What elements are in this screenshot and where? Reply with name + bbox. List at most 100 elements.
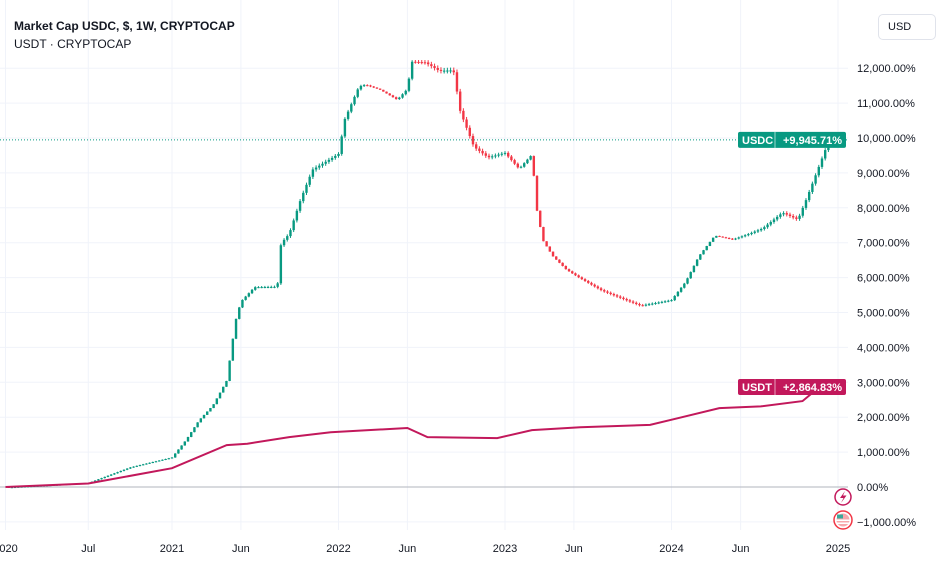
candle	[801, 207, 804, 216]
x-tick-label: 2021	[160, 543, 184, 555]
candle	[756, 230, 760, 232]
candle	[180, 445, 183, 450]
usdc-tag-name: USDC	[742, 135, 773, 147]
chart-legend: Market Cap USDC, $, 1W, CRYPTOCAP USDT ·…	[14, 17, 235, 53]
candle	[244, 296, 247, 300]
candle	[426, 62, 430, 65]
x-tick-label: 2022	[326, 543, 350, 555]
candle	[366, 85, 369, 87]
candle	[807, 191, 811, 201]
candle	[548, 246, 552, 252]
candle	[500, 153, 503, 155]
candle	[423, 62, 427, 64]
candle	[250, 289, 254, 294]
candle	[398, 97, 401, 100]
candle	[513, 160, 516, 164]
candle	[141, 464, 145, 466]
y-tick-label: 3,000.00%	[857, 377, 910, 389]
candle	[564, 265, 568, 270]
candle	[811, 183, 814, 192]
candle	[510, 156, 513, 161]
candle	[369, 85, 372, 87]
candle	[321, 163, 324, 166]
candle	[404, 90, 407, 95]
candle	[609, 292, 612, 295]
candle	[433, 66, 436, 68]
x-tick-label: Jun	[232, 543, 250, 555]
candle	[567, 269, 571, 272]
candle	[494, 155, 497, 157]
candle	[766, 224, 769, 228]
candle	[410, 61, 414, 79]
candle	[529, 156, 532, 160]
candle	[817, 166, 820, 176]
candle	[129, 467, 132, 469]
candle	[93, 480, 97, 482]
candle	[644, 304, 648, 306]
us-flag-event-icon[interactable]	[833, 510, 853, 530]
candle	[490, 156, 494, 158]
candle	[705, 246, 708, 251]
candle	[362, 85, 366, 87]
candle	[113, 473, 116, 475]
candle	[657, 302, 660, 304]
candle	[302, 192, 305, 202]
candle	[174, 453, 177, 458]
candle	[270, 286, 273, 288]
grid	[0, 0, 848, 530]
candle	[635, 302, 638, 304]
candle	[561, 262, 564, 266]
candle	[628, 300, 632, 302]
candle	[654, 303, 657, 305]
candle	[683, 283, 686, 288]
candle	[820, 158, 824, 167]
candle	[324, 161, 327, 164]
candle	[449, 70, 452, 72]
candle	[571, 271, 574, 274]
candle	[337, 153, 340, 156]
candle	[580, 277, 584, 280]
currency-button[interactable]: USD	[878, 14, 936, 40]
candle	[667, 300, 670, 302]
y-tick-label: 5,000.00%	[857, 308, 910, 320]
candle	[788, 214, 792, 216]
candle	[238, 307, 241, 319]
candle	[542, 226, 545, 242]
candle	[135, 465, 138, 467]
candle	[471, 136, 475, 145]
candle	[327, 159, 331, 162]
candle	[462, 110, 465, 120]
candle	[385, 91, 388, 94]
candle	[154, 461, 158, 463]
candle	[753, 231, 756, 233]
candle	[132, 466, 135, 468]
candle	[276, 283, 279, 287]
candle	[446, 70, 449, 72]
lightning-event-icon[interactable]	[834, 488, 852, 506]
candle	[474, 144, 478, 149]
candle	[673, 296, 676, 301]
x-axis[interactable]: 2020 Jul 2021 Jun 2022 Jun 2023 Jun 2024 Jun 2025	[0, 543, 850, 555]
candle	[660, 301, 664, 303]
candle	[484, 153, 487, 156]
candle	[330, 157, 334, 160]
usdc-tag-value: +9,945.71%	[783, 135, 842, 147]
candle	[177, 449, 180, 454]
candle	[478, 148, 481, 151]
x-tick-label: 2025	[826, 543, 850, 555]
candle	[625, 299, 628, 301]
candle	[795, 217, 798, 219]
y-axis[interactable]: −1,000.00% 0.00% 1,000.00% 2,000.00% 3,000.0…	[857, 63, 916, 529]
candle	[750, 232, 753, 235]
candle	[231, 338, 235, 361]
candle	[202, 414, 206, 419]
candle	[430, 64, 433, 67]
candle	[263, 287, 267, 289]
candle	[772, 219, 776, 223]
candle	[516, 163, 520, 168]
candle	[228, 360, 231, 381]
candle	[109, 474, 113, 476]
x-tick-label: Jul	[81, 543, 95, 555]
candle	[196, 422, 199, 428]
